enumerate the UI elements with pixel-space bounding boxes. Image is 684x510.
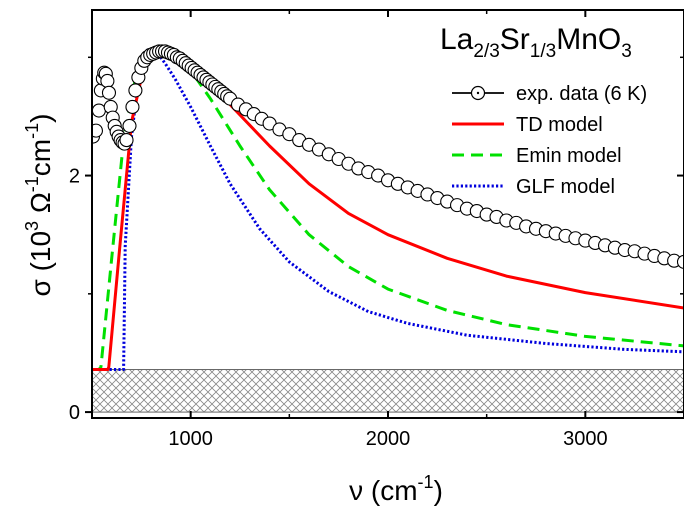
data-point	[128, 83, 143, 98]
legend-label: TD model	[516, 114, 603, 136]
data-point	[676, 254, 684, 269]
data-point	[92, 103, 106, 118]
data-point	[119, 133, 134, 148]
data-point	[100, 73, 115, 89]
legend: exp. data (6 K) TD model Emin model GLF mod…	[452, 83, 647, 198]
data-point	[125, 99, 140, 115]
y-tick-label: 0	[69, 402, 80, 424]
legend-marker-dot	[476, 91, 480, 95]
data-point	[122, 118, 137, 133]
x-tick-label: 2000	[366, 428, 411, 450]
legend-label: GLF model	[516, 176, 615, 198]
y-axis-label: σ (103 Ω-1cm-1)	[22, 114, 56, 297]
legend-item: exp. data (6 K)	[452, 83, 647, 105]
series-layer	[92, 44, 684, 371]
legend-item: TD model	[452, 114, 603, 136]
x-tick-label: 3000	[563, 428, 608, 450]
plot-frame	[91, 9, 684, 419]
legend-label: Emin model	[516, 145, 622, 167]
data-point	[101, 85, 117, 100]
x-tick-label: 1000	[168, 428, 213, 450]
chart-title: La2/3Sr1/3MnO3	[440, 23, 632, 62]
data-point	[92, 123, 103, 138]
ticks-layer: 1000 2000 3000 0 2	[69, 10, 684, 450]
y-tick-label: 2	[69, 166, 80, 188]
series-line-glf-model	[92, 47, 684, 371]
x-axis-label: ν (cm-1)	[349, 472, 443, 506]
legend-label: exp. data (6 K)	[516, 83, 647, 105]
series-line-emin-model	[92, 52, 684, 371]
hatched-band	[91, 369, 684, 413]
legend-item: GLF model	[452, 176, 615, 198]
legend-item: Emin model	[452, 145, 622, 167]
